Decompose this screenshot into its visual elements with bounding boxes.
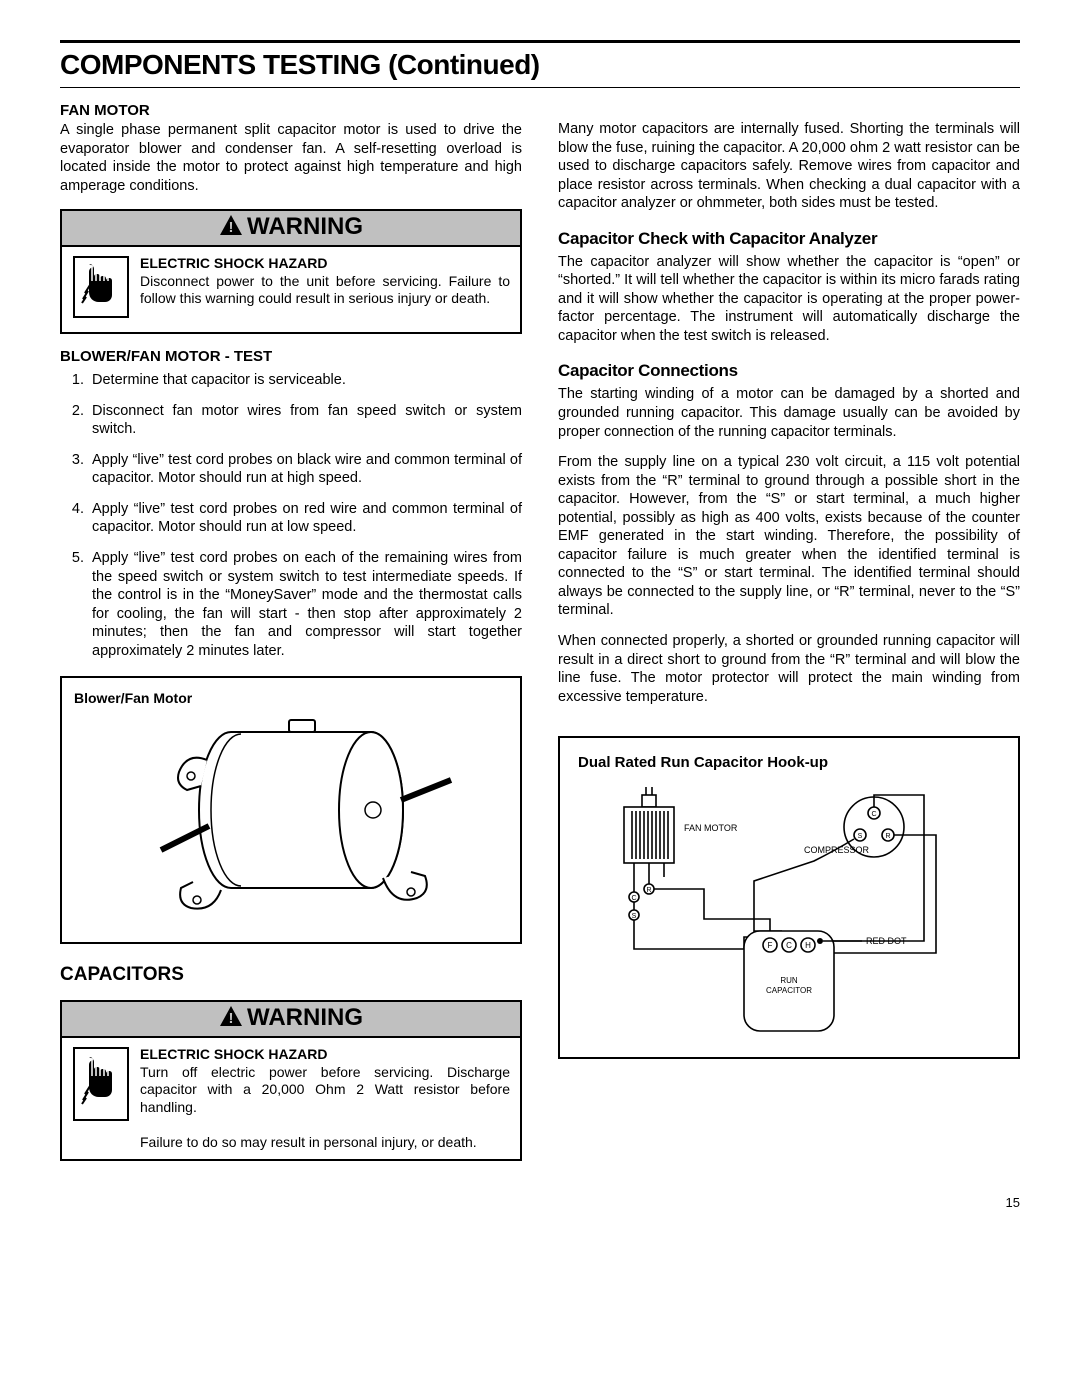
motor-figure-label: Blower/Fan Motor bbox=[74, 690, 508, 706]
page-title: COMPONENTS TESTING (Continued) bbox=[60, 40, 1020, 88]
right-column: Many motor capacitors are internally fus… bbox=[558, 102, 1020, 1175]
list-item: Disconnect fan motor wires from fan spee… bbox=[88, 402, 522, 439]
svg-text:CAPACITOR: CAPACITOR bbox=[766, 986, 812, 995]
warning-header-1: ! WARNING bbox=[62, 211, 520, 247]
diagram-red-dot-label: RED DOT bbox=[866, 936, 907, 946]
warning-body-2a: Turn off electric power before servicing… bbox=[140, 1064, 510, 1115]
diagram-compressor-label: COMPRESSOR bbox=[804, 845, 870, 855]
connections-heading: Capacitor Connections bbox=[558, 361, 1020, 381]
warning-body-1: Disconnect power to the unit before serv… bbox=[140, 273, 510, 307]
svg-text:C: C bbox=[871, 811, 876, 818]
left-column: FAN MOTOR A single phase permanent split… bbox=[60, 102, 522, 1175]
svg-text:S: S bbox=[632, 913, 637, 920]
hookup-figure-box: Dual Rated Run Capacitor Hook-up FAN MOT… bbox=[558, 736, 1020, 1059]
list-item: Apply “live” test cord probes on black w… bbox=[88, 451, 522, 488]
warning-box-2: ! WARNING ELECTRIC SHOCK HAZARD Turn off… bbox=[60, 1000, 522, 1161]
warning-label-2: WARNING bbox=[247, 1004, 363, 1032]
warning-text-1: ELECTRIC SHOCK HAZARD Disconnect power t… bbox=[140, 255, 510, 308]
warning-header-2: ! WARNING bbox=[62, 1002, 520, 1038]
warning-body-2b: Failure to do so may result in personal … bbox=[140, 1134, 477, 1150]
hookup-diagram: FAN MOTOR C R S C S R COMPRESSOR bbox=[584, 781, 994, 1041]
warning-hazard-1: ELECTRIC SHOCK HAZARD bbox=[140, 255, 327, 271]
page-number: 15 bbox=[60, 1195, 1020, 1210]
list-item: Determine that capacitor is serviceable. bbox=[88, 371, 522, 390]
motor-illustration bbox=[111, 710, 471, 930]
svg-text:F: F bbox=[768, 941, 773, 950]
svg-text:R: R bbox=[885, 833, 890, 840]
warning-text-2: ELECTRIC SHOCK HAZARD Turn off electric … bbox=[140, 1046, 510, 1151]
test-steps-list: Determine that capacitor is serviceable.… bbox=[60, 371, 522, 660]
capacitors-heading: CAPACITORS bbox=[60, 964, 522, 986]
svg-text:C: C bbox=[786, 941, 792, 950]
warning-triangle-icon: ! bbox=[219, 214, 243, 240]
shock-hand-icon bbox=[72, 1046, 130, 1127]
svg-text:S: S bbox=[858, 833, 863, 840]
content-columns: FAN MOTOR A single phase permanent split… bbox=[60, 102, 1020, 1175]
fan-motor-intro: A single phase permanent split capacitor… bbox=[60, 121, 522, 195]
warning-hazard-2: ELECTRIC SHOCK HAZARD bbox=[140, 1046, 327, 1062]
svg-text:!: ! bbox=[229, 1010, 234, 1027]
connections-p3: When connected properly, a shorted or gr… bbox=[558, 632, 1020, 706]
warning-triangle-icon: ! bbox=[219, 1005, 243, 1031]
svg-text:!: ! bbox=[229, 219, 234, 236]
capacitor-intro-para: Many motor capacitors are internally fus… bbox=[558, 120, 1020, 213]
list-item: Apply “live” test cord probes on red wir… bbox=[88, 500, 522, 537]
hookup-figure-label: Dual Rated Run Capacitor Hook-up bbox=[578, 754, 1000, 771]
svg-text:R: R bbox=[646, 887, 651, 894]
connections-p2: From the supply line on a typical 230 vo… bbox=[558, 453, 1020, 620]
svg-text:RUN: RUN bbox=[780, 976, 798, 985]
shock-hand-icon bbox=[72, 255, 130, 324]
fan-motor-heading: FAN MOTOR bbox=[60, 102, 522, 119]
warning-box-1: ! WARNING ELECTRIC SHOCK HAZARD Disconne… bbox=[60, 209, 522, 334]
svg-text:H: H bbox=[805, 941, 811, 950]
warning-label-1: WARNING bbox=[247, 213, 363, 241]
list-item: Apply “live” test cord probes on each of… bbox=[88, 549, 522, 660]
motor-figure-box: Blower/Fan Motor bbox=[60, 676, 522, 944]
diagram-fan-motor-label: FAN MOTOR bbox=[684, 823, 738, 833]
connections-p1: The starting winding of a motor can be d… bbox=[558, 385, 1020, 441]
blower-test-heading: BLOWER/FAN MOTOR - TEST bbox=[60, 348, 522, 365]
analyzer-heading: Capacitor Check with Capacitor Analyzer bbox=[558, 229, 1020, 249]
analyzer-body: The capacitor analyzer will show whether… bbox=[558, 253, 1020, 346]
svg-text:C: C bbox=[631, 895, 636, 902]
